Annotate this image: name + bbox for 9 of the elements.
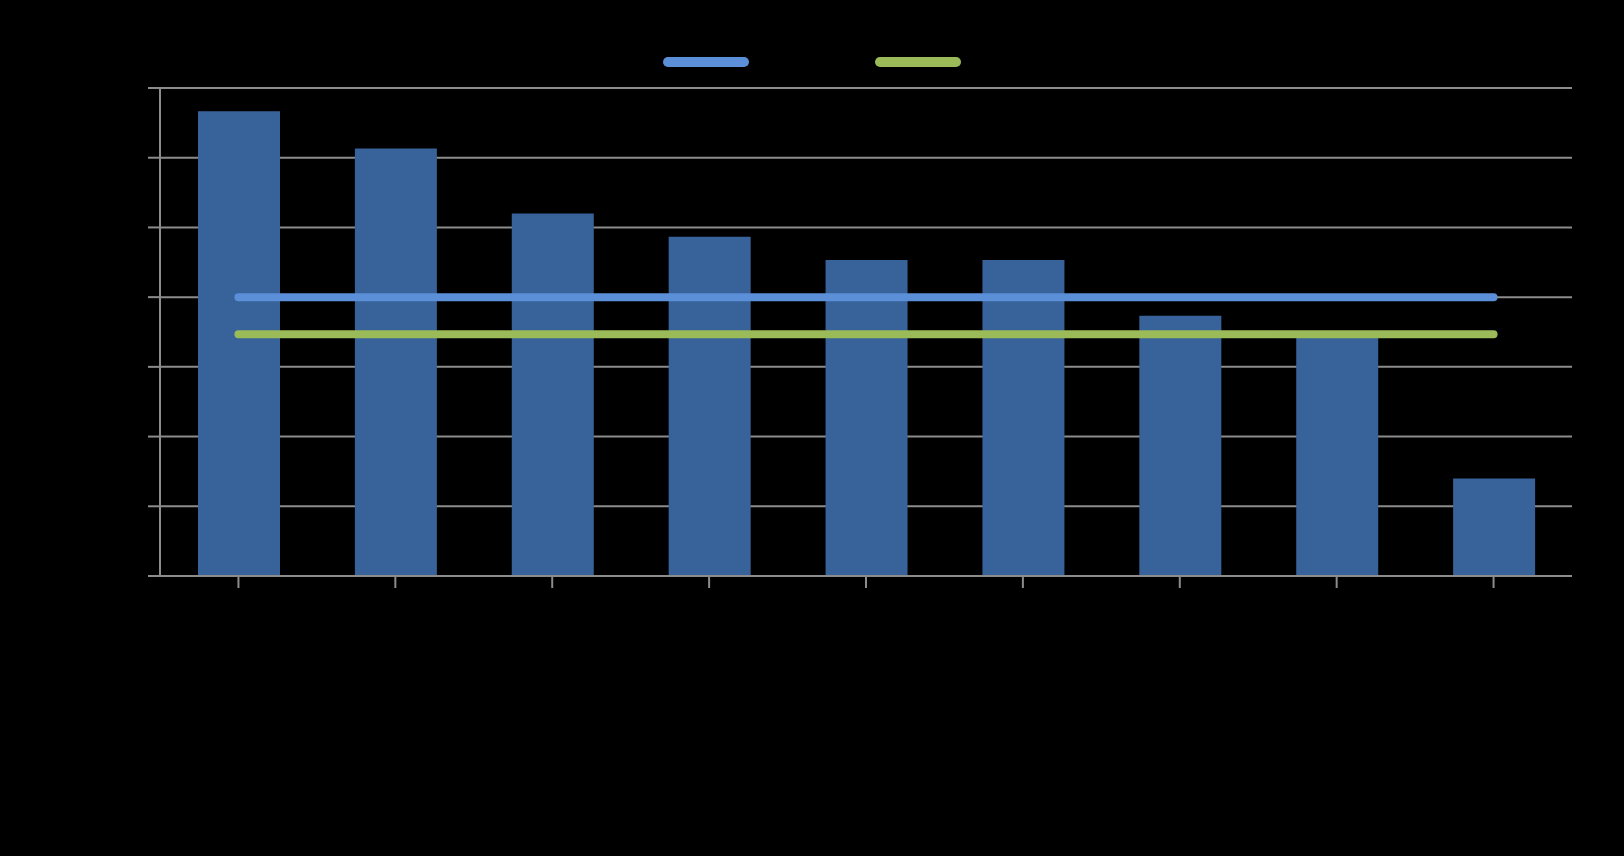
bar (668, 236, 751, 576)
bar (511, 213, 594, 576)
bar (825, 259, 908, 576)
bar (982, 259, 1065, 576)
bar (198, 111, 280, 576)
bar (1296, 334, 1379, 576)
bar (1453, 478, 1536, 576)
bar (354, 148, 437, 576)
bar (1139, 315, 1222, 576)
